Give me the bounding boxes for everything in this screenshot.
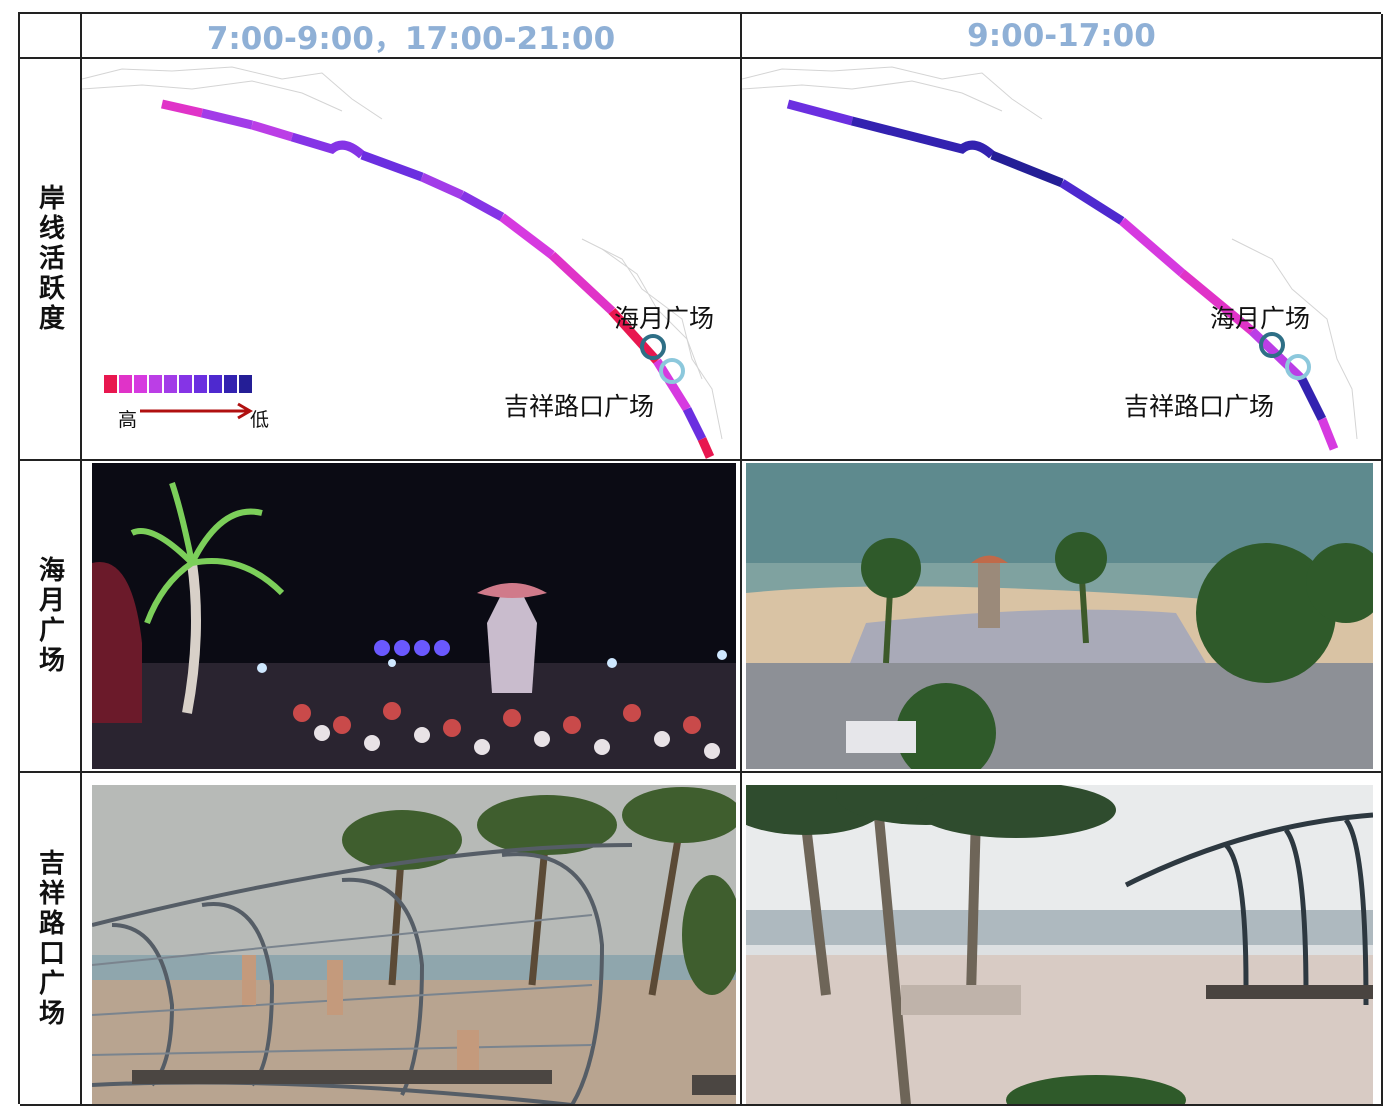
legend-swatch (179, 375, 192, 393)
jixiang-offpeak-photo (746, 785, 1373, 1104)
row-label-haiyue: 海月广场 (20, 461, 82, 773)
legend-swatch (134, 375, 147, 393)
legend-swatch (104, 375, 117, 393)
legend-swatch (209, 375, 222, 393)
row-label-activity: 岸线活跃度 (20, 59, 82, 461)
activity-map-offpeak: 海月广场 吉祥路口广场 (742, 59, 1383, 461)
legend-swatch (239, 375, 252, 393)
jixiang-peak-photo (92, 785, 736, 1104)
legend-swatch (224, 375, 237, 393)
activity-map-peak: 海月广场 吉祥路口广场 高 低 (82, 59, 742, 461)
map-label-jixiang-peak: 吉祥路口广场 (504, 392, 655, 421)
legend-swatch (194, 375, 207, 393)
legend-swatches (104, 375, 254, 397)
legend-swatch (164, 375, 177, 393)
legend-swatch (119, 375, 132, 393)
haiyue-night-photo (92, 463, 736, 769)
corner-cell (20, 14, 82, 59)
marker-haiyue-offpeak (1259, 332, 1285, 358)
legend-high-label: 高 (118, 409, 138, 431)
map-label-jixiang-offpeak: 吉祥路口广场 (1124, 392, 1275, 421)
coastline-map-offpeak (742, 66, 1358, 451)
photo-cell-haiyue-night (82, 461, 742, 773)
marker-haiyue-peak (640, 334, 666, 360)
marker-jixiang-peak (659, 358, 685, 384)
map-label-haiyue-offpeak: 海月广场 (1210, 304, 1311, 333)
marker-jixiang-offpeak (1285, 354, 1311, 380)
column-header-offpeak: 9:00-17:00 (742, 14, 1383, 59)
activity-legend: 高 低 (104, 375, 269, 431)
coastline-map-peak (82, 66, 723, 459)
photo-cell-haiyue-day (742, 461, 1383, 773)
comparison-table: 7:00-9:00，17:00-21:00 9:00-17:00 岸线活跃度 (18, 12, 1383, 1106)
map-label-haiyue-peak: 海月广场 (614, 304, 715, 333)
photo-cell-jixiang-peak (82, 773, 742, 1106)
column-header-peak: 7:00-9:00，17:00-21:00 (82, 14, 742, 59)
row-label-jixiang: 吉祥路口广场 (20, 773, 82, 1106)
legend-low-label: 低 (250, 409, 270, 431)
legend-swatch (149, 375, 162, 393)
arrow-right-icon (140, 402, 253, 420)
haiyue-day-photo (746, 463, 1373, 769)
photo-cell-jixiang-offpeak (742, 773, 1383, 1106)
